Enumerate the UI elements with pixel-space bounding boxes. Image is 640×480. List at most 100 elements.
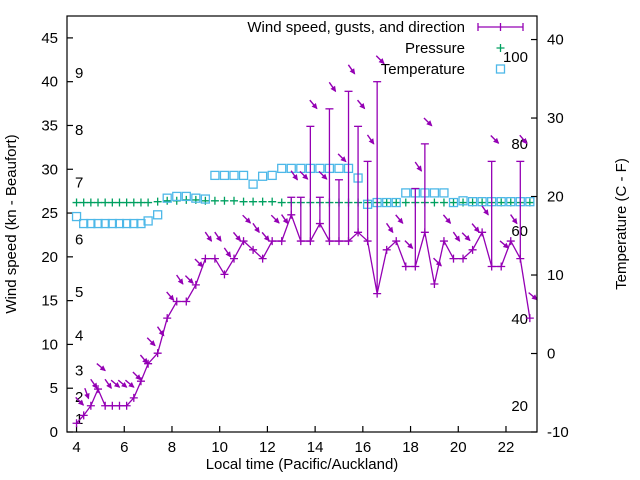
wind-speed-point [249,245,258,254]
x-tick-label: 4 [72,439,80,456]
wind-direction-arrow [156,326,165,337]
beaufort-scale-labels: 1 2 3 4 5 6 7 8 9 [75,65,83,428]
beaufort-label: 3 [75,363,83,380]
wind-speed-point [459,254,468,263]
wind-speed-point [325,237,334,246]
pressure-point [430,198,439,207]
wind-direction-arrow [242,214,252,224]
beaufort-label: 6 [75,231,83,248]
wind-direction-arrow [270,214,280,224]
wind-direction-arrow [184,275,194,285]
pressure-point [129,198,138,207]
pressure-point [122,198,131,207]
wind-direction-arrow [510,214,518,225]
temperature-point [477,197,487,207]
pressure-point [115,198,124,207]
temperature-point [467,197,478,207]
wind-speed-point [163,314,172,323]
wind-speed-point [506,237,515,246]
fahrenheit-label: 100 [503,49,528,66]
beaufort-label: 2 [75,389,83,406]
y2-tick-label: 0 [547,346,555,363]
fahrenheit-label: 40 [511,311,528,328]
temperature-point [429,188,440,198]
x-tick-label: 18 [402,439,419,456]
y2-tick-label: 20 [547,189,564,206]
temperature-point [162,193,172,203]
temperature-point [210,170,220,181]
wind-direction-arrow [232,231,242,242]
plot-frame [66,15,538,433]
temperature-point [114,218,125,229]
wind-direction-arrow [366,134,375,145]
wind-direction-arrow [375,55,385,65]
wind-speed-point [439,237,448,246]
wind-direction-arrows [75,55,538,406]
pressure-point [230,196,239,205]
wind-speed-point [497,262,506,271]
wind-speed-point [122,401,131,410]
temperature-point [200,194,211,204]
wind-direction-arrow [117,379,128,388]
y-axis-title: Wind speed (kn - Beaufort) [3,134,20,313]
pressure-point [401,198,410,207]
wind-speed-point [191,280,200,289]
wind-speed-point [79,411,88,420]
y-tick-label: 40 [41,74,58,91]
wind-speed-point [420,228,429,237]
temperature-point [181,191,191,202]
wind-speed-point [277,237,286,246]
temperature-point [71,211,82,222]
temperature-point [525,197,535,207]
temperature-point [248,179,258,189]
x-axis-title: Local time (Pacific/Auckland) [206,456,399,473]
wind-direction-arrow [481,205,489,216]
pressure-point [268,197,277,206]
y2-tick-label: 10 [547,267,564,284]
x-tick-label: 6 [120,439,128,456]
wind-direction-arrow [75,396,85,406]
y-tick-label: 30 [41,161,58,178]
wind-direction-arrow [90,378,98,389]
wind-direction-arrow [452,231,461,242]
wind-speed-point [201,254,210,263]
pressure-point [94,198,103,207]
x-tick-label: 16 [354,439,371,456]
wind-speed-point [525,314,534,323]
wind-direction-arrow [214,231,222,242]
y-tick-label: 10 [41,336,58,353]
wind-speed-point [210,254,219,263]
wind-direction-arrow [194,258,204,268]
wind-direction-arrow [110,379,121,388]
wind-direction-arrow [423,117,433,127]
temperature-point [153,210,163,220]
wind-speed-point [315,219,324,228]
pressure-point [382,198,391,207]
x-tick-label: 8 [168,439,176,456]
pressure-point [258,197,267,206]
temperature-point [382,197,392,208]
wind-speed-point [136,377,145,386]
pressure-point [79,198,88,207]
pressure-point [392,198,401,207]
chart-legend: Wind speed, gusts, and direction Pressure… [247,19,524,78]
temperature-point [448,197,459,208]
beaufort-label: 7 [75,174,83,191]
temperature-point [121,218,132,229]
wind-speed-point [354,228,363,237]
temperature-point [439,188,449,198]
temperature-point [172,191,182,202]
wind-direction-arrow [519,134,528,145]
wind-direction-arrow [204,231,213,242]
wind-speed-point [230,254,239,263]
temperature-point [86,218,96,229]
wind-direction-arrow [404,240,414,250]
temperature-point [401,188,411,198]
wind-speed-point [182,297,191,306]
wind-direction-arrow [337,153,347,163]
y-tick-label: 15 [41,293,58,310]
pressure-point [144,198,153,207]
fahrenheit-label: 20 [511,398,528,415]
